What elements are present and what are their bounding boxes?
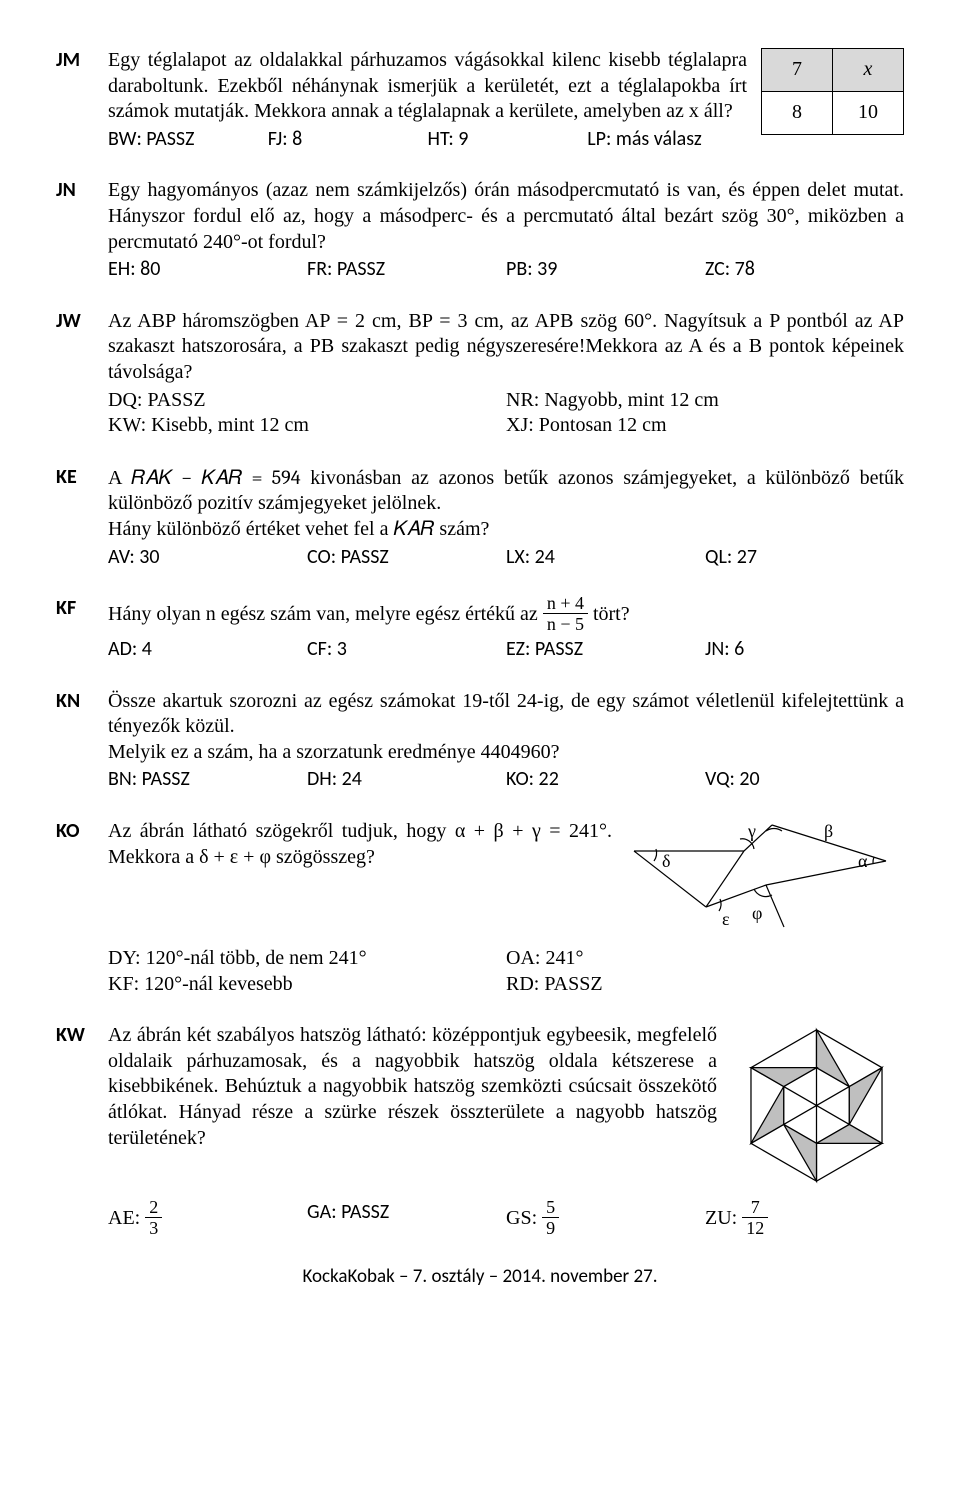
answers: BW: PASSZ FJ: 8 HT: 9 LP: más válasz [108, 127, 747, 153]
problem-label: KO [56, 819, 108, 997]
answer: LX: 24 [506, 545, 705, 571]
answer: XJ: Pontosan 12 cm [506, 413, 904, 439]
answer: DY: 120°-nál több, de nem 241° [108, 946, 506, 972]
answer: DQ: PASSZ [108, 388, 506, 414]
answer: HT: 9 [428, 127, 588, 153]
answer: BN: PASSZ [108, 767, 307, 793]
problem-text: A 𝑅𝐴𝐾 − 𝐾𝐴𝑅 = 594 kivonásban az azonos b… [108, 467, 904, 515]
answers: AE: 23 GA: PASSZ GS: 59 ZU: 712 [108, 1200, 904, 1239]
problem-text: Egy téglalapot az oldalakkal párhuzamos … [108, 49, 747, 122]
answer: ZC: 78 [705, 257, 904, 283]
answer: LP: más válasz [587, 127, 747, 153]
problem-text: tört? [593, 603, 630, 625]
cell: 8 [762, 92, 833, 135]
problem-label: KF [56, 596, 108, 663]
answers: DY: 120°-nál több, de nem 241° OA: 241° … [108, 946, 904, 997]
answer: FR: PASSZ [307, 257, 506, 283]
problem-text: Össze akartuk szorozni az egész számokat… [108, 690, 904, 738]
svg-text:β: β [824, 821, 833, 841]
fraction: n + 4n − 5 [543, 594, 588, 633]
answer: BW: PASSZ [108, 127, 268, 153]
answers: AV: 30 CO: PASSZ LX: 24 QL: 27 [108, 545, 904, 571]
answer: JN: 6 [705, 637, 904, 663]
answers: AD: 4 CF: 3 EZ: PASSZ JN: 6 [108, 637, 904, 663]
problem-label: JW [56, 309, 108, 439]
problem-text-line2: Melyik ez a szám, ha a szorzatunk eredmé… [108, 740, 904, 766]
answer: QL: 27 [705, 545, 904, 571]
answer: RD: PASSZ [506, 972, 904, 998]
svg-text:δ: δ [662, 851, 670, 871]
jm-table: 7x 810 [761, 48, 904, 135]
answer: NR: Nagyobb, mint 12 cm [506, 388, 904, 414]
page-footer: KockaKobak – 7. osztály – 2014. november… [56, 1265, 904, 1289]
cell: 7 [762, 49, 833, 92]
answer: GA: PASSZ [307, 1200, 506, 1239]
problem-text: Egy hagyományos (azaz nem számkijelzős) … [108, 179, 904, 252]
cell: 10 [833, 92, 904, 135]
problem-label: KN [56, 689, 108, 793]
answer: KO: 22 [506, 767, 705, 793]
answers: DQ: PASSZ NR: Nagyobb, mint 12 cm KW: Ki… [108, 388, 904, 439]
answer: DH: 24 [307, 767, 506, 793]
svg-text:ε: ε [722, 909, 730, 929]
problem-text: Az ábrán látható szögekről tudjuk, hogy … [108, 819, 612, 870]
answer: KF: 120°-nál kevesebb [108, 972, 506, 998]
answer: CF: 3 [307, 637, 506, 663]
answer: KW: Kisebb, mint 12 cm [108, 413, 506, 439]
answer: AV: 30 [108, 545, 307, 571]
answer: VQ: 20 [705, 767, 904, 793]
answer: AE: 23 [108, 1200, 307, 1239]
answer: PB: 39 [506, 257, 705, 283]
svg-text:φ: φ [752, 903, 762, 923]
problem-label: JM [56, 48, 108, 152]
answer: FJ: 8 [268, 127, 428, 153]
answer: ZU: 712 [705, 1200, 904, 1239]
ko-diagram: γ β δ α ε φ [624, 819, 904, 934]
cell: x [833, 49, 904, 92]
kw-hexagon [729, 1023, 904, 1188]
problem-label: KW [56, 1023, 108, 1239]
problem-text: Az ABP háromszögben AP = 2 cm, BP = 3 cm… [108, 310, 904, 383]
problem-text-line2: Hány különböző értéket vehet fel a 𝐾𝐴𝑅 s… [108, 517, 904, 543]
svg-text:γ: γ [747, 821, 756, 841]
answer: EH: 80 [108, 257, 307, 283]
answer: GS: 59 [506, 1200, 705, 1239]
problem-label: JN [56, 178, 108, 282]
problem-label: KE [56, 465, 108, 570]
answer: OA: 241° [506, 946, 904, 972]
answer: CO: PASSZ [307, 545, 506, 571]
answer: EZ: PASSZ [506, 637, 705, 663]
answers: EH: 80 FR: PASSZ PB: 39 ZC: 78 [108, 257, 904, 283]
answer: AD: 4 [108, 637, 307, 663]
answers: BN: PASSZ DH: 24 KO: 22 VQ: 20 [108, 767, 904, 793]
svg-text:α: α [858, 851, 868, 871]
problem-text: Hány olyan n egész szám van, melyre egés… [108, 603, 543, 625]
problem-text: Az ábrán két szabályos hatszög látható: … [108, 1023, 717, 1151]
